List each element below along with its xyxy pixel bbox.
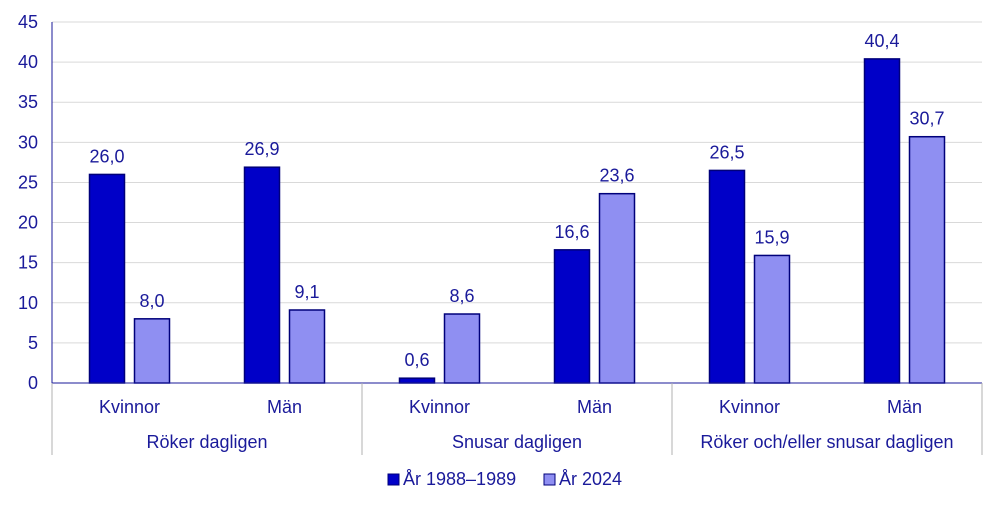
y-tick-label: 35: [18, 92, 38, 112]
bar: [288, 309, 326, 384]
category-label: Kvinnor: [719, 397, 780, 417]
group-label: Snusar dagligen: [452, 432, 582, 452]
data-label: 16,6: [554, 222, 589, 242]
data-label: 26,0: [89, 146, 124, 166]
y-tick-label: 20: [18, 213, 38, 233]
legend: År 1988–1989 År 2024: [387, 469, 622, 489]
bar: [133, 318, 171, 384]
legend-label: År 2024: [559, 469, 622, 489]
category-label: Män: [577, 397, 612, 417]
bar: [88, 173, 126, 384]
bar: [753, 254, 791, 384]
bar: [708, 169, 746, 384]
y-tick-label: 25: [18, 172, 38, 192]
data-label: 8,6: [449, 286, 474, 306]
data-label: 15,9: [754, 227, 789, 247]
category-label: Kvinnor: [99, 397, 160, 417]
data-label: 26,9: [244, 139, 279, 159]
y-tick-label: 15: [18, 253, 38, 273]
data-label: 0,6: [404, 350, 429, 370]
y-tick-label: 30: [18, 132, 38, 152]
group-label: Röker och/eller snusar dagligen: [700, 432, 953, 452]
axes: [51, 22, 983, 455]
gridlines: [52, 21, 982, 344]
legend-label: År 1988–1989: [403, 469, 516, 489]
data-label: 9,1: [294, 282, 319, 302]
y-tick-label: 0: [28, 373, 38, 393]
bar: [598, 192, 636, 384]
bar: [443, 313, 481, 384]
category-label: Män: [887, 397, 922, 417]
data-label: 23,6: [599, 166, 634, 186]
category-label: Män: [267, 397, 302, 417]
bar: [398, 377, 436, 384]
legend-swatch: [543, 473, 556, 486]
y-tick-label: 40: [18, 52, 38, 72]
legend-swatch: [387, 473, 400, 486]
bar: [243, 166, 281, 384]
y-tick-label: 5: [28, 333, 38, 353]
y-axis-ticks: 0 5 10 15 20 25 30 35 40 45: [18, 12, 38, 393]
data-label: 26,5: [709, 142, 744, 162]
bar: [908, 135, 946, 384]
data-label: 40,4: [864, 31, 899, 51]
category-label: Kvinnor: [409, 397, 470, 417]
bars: [88, 58, 946, 384]
bar: [863, 58, 901, 384]
bar: [553, 249, 591, 384]
group-label: Röker dagligen: [146, 432, 267, 452]
y-tick-label: 45: [18, 12, 38, 32]
data-label: 30,7: [909, 109, 944, 129]
data-label: 8,0: [139, 291, 164, 311]
data-labels: 26,0 8,0 26,9 9,1 0,6 8,6 16,6 23,6 26,5 15,9 40,4…: [89, 31, 944, 370]
y-tick-label: 10: [18, 293, 38, 313]
